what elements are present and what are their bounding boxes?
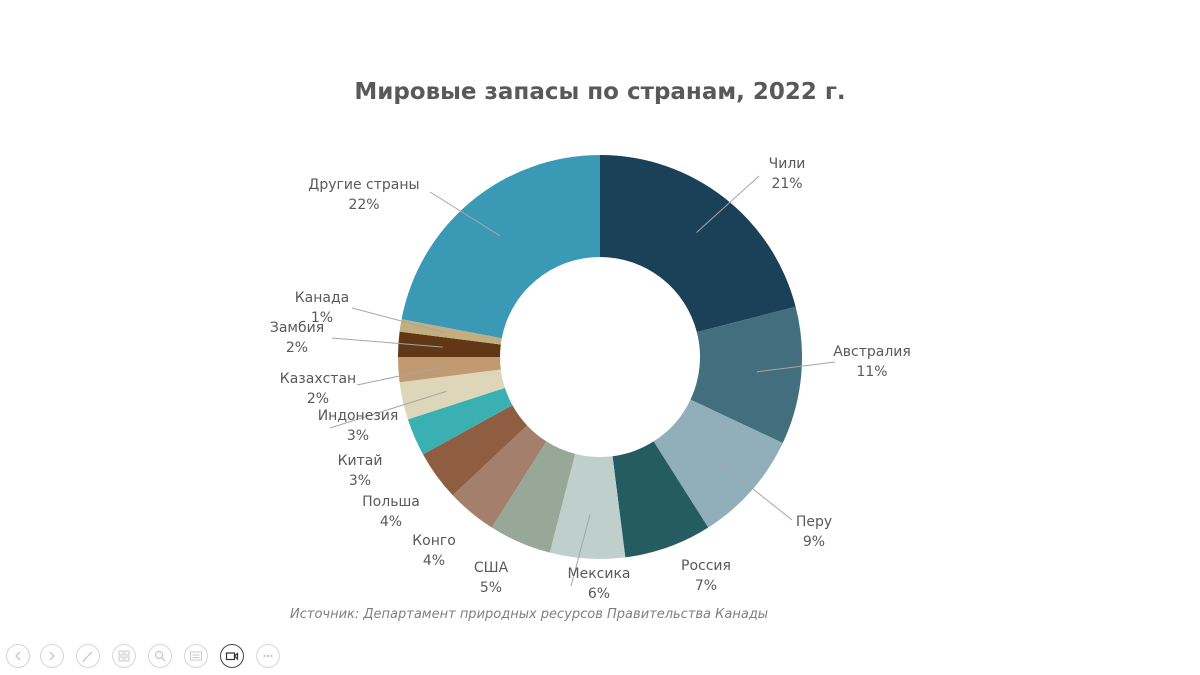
slides-icon [118,650,130,662]
pen-icon [82,651,93,663]
slice-1 [600,155,796,333]
leader-line [570,514,591,587]
slice-label-name: Конго [412,533,456,549]
slice-label-value: 5% [480,580,502,596]
slice-13 [399,319,502,345]
slice-label-value: 7% [695,578,717,594]
slides-button[interactable] [112,644,136,668]
arrow-left-icon [15,651,21,661]
slice-2 [690,306,802,444]
chart-title: Мировые запасы по странам, 2022 г. [354,79,846,105]
slice-7 [452,425,547,528]
slice-label-value: 11% [856,364,887,380]
slice-9 [407,387,513,455]
slice-label-name: США [474,560,509,576]
leader-line [356,366,443,386]
slice-label-name: Другие страны [308,177,419,193]
leader-line [329,390,447,429]
slice-label-name: Мексика [568,566,631,582]
next-button[interactable] [40,644,64,668]
leader-line [696,175,760,233]
slice-label-name: Канада [295,290,350,306]
slice-label-name: Чили [769,156,806,172]
slice-label-name: Перу [796,514,832,530]
leader-line [331,337,443,348]
slice-14 [401,155,600,339]
camera-icon [225,652,239,661]
zoom-icon [154,650,166,662]
slice-label-name: Польша [362,494,420,510]
slice-label-name: Россия [681,558,731,574]
leader-line [756,361,836,373]
camera-button[interactable] [220,644,244,668]
slice-label-value: 4% [423,553,445,569]
slice-label-name: Казахстан [280,371,356,387]
source-note: Источник: Департамент природных ресурсов… [290,607,769,622]
subtitles-button[interactable] [184,644,208,668]
slice-6 [491,441,576,553]
slice-4 [612,441,709,558]
slice-label-value: 22% [348,197,379,213]
arrow-right-icon [49,651,55,661]
slice-10 [399,369,505,420]
slice-label-value: 1% [311,310,333,326]
slice-5 [549,453,626,559]
prev-button[interactable] [6,644,30,668]
slice-11 [398,357,501,383]
slice-label-value: 21% [771,176,802,192]
slice-label-value: 3% [347,428,369,444]
leader-line [429,191,500,237]
zoom-button[interactable] [148,644,172,668]
slice-label-name: Индонезия [318,408,399,424]
slice-label-value: 3% [349,473,371,489]
leader-line [717,460,793,521]
slice-12 [398,331,501,357]
more-icon [263,654,273,658]
slice-label-value: 2% [307,391,329,407]
leader-line [351,307,445,333]
pen-button[interactable] [76,644,100,668]
slice-label-value: 4% [380,514,402,530]
slice-8 [422,405,528,496]
slice-3 [653,399,783,528]
slice-label-name: Китай [338,453,383,469]
slice-label-value: 6% [588,586,610,602]
slice-label-name: Австралия [833,344,911,360]
more-button[interactable] [256,644,280,668]
slice-label-name: Замбия [270,320,324,336]
slice-label-value: 9% [803,534,825,550]
subtitles-icon [190,651,202,661]
slice-label-value: 2% [286,340,308,356]
